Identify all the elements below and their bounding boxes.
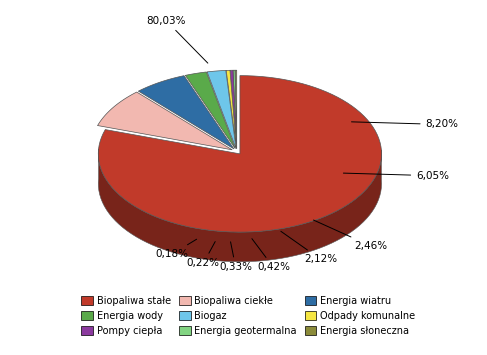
Text: 80,03%: 80,03% [147, 16, 208, 63]
Legend: Biopaliwa stałe, Energia wody, Pompy ciepła, Biopaliwa ciekłe, Biogaz, Energia g: Biopaliwa stałe, Energia wody, Pompy cie… [81, 296, 415, 336]
Text: 2,46%: 2,46% [314, 220, 387, 251]
Text: 0,33%: 0,33% [219, 242, 252, 272]
Text: 0,42%: 0,42% [252, 239, 290, 272]
Text: 8,20%: 8,20% [352, 120, 459, 130]
Text: 0,18%: 0,18% [156, 239, 197, 259]
Polygon shape [233, 70, 237, 148]
Polygon shape [138, 76, 234, 149]
Polygon shape [207, 70, 236, 148]
Polygon shape [235, 70, 237, 148]
Polygon shape [226, 70, 236, 148]
Polygon shape [98, 149, 382, 262]
Text: 0,22%: 0,22% [187, 241, 220, 268]
Text: 6,05%: 6,05% [343, 171, 449, 181]
Polygon shape [97, 92, 232, 150]
Polygon shape [186, 72, 235, 149]
Polygon shape [230, 70, 237, 148]
Text: 2,12%: 2,12% [281, 231, 337, 264]
Polygon shape [98, 76, 382, 232]
